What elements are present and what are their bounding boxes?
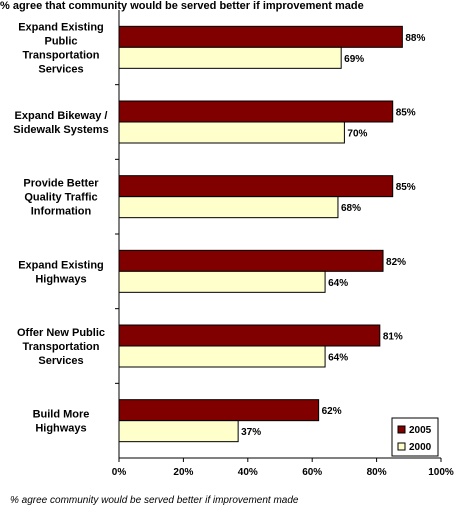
value-label-2000-1: 70% (347, 129, 367, 140)
value-label-2005-5: 62% (322, 406, 342, 417)
value-label-2005-4: 81% (383, 332, 403, 343)
bar-2005-5 (118, 399, 320, 422)
bar-2000-0 (118, 46, 342, 69)
x-tick-label-5: 100% (428, 467, 454, 478)
legend-label-2005: 2005 (409, 425, 432, 436)
x-tick-label-3: 60% (302, 467, 322, 478)
category-label-5: Build More Highways (33, 409, 90, 435)
value-label-2000-4: 64% (328, 353, 348, 364)
legend-swatch-2000 (397, 442, 406, 451)
value-label-2000-0: 69% (344, 54, 364, 65)
bar-2000-4 (118, 345, 326, 368)
bar-2005-0 (118, 25, 403, 48)
legend-swatch-2005 (397, 425, 406, 434)
category-label-4: Offer New Public Transportation Services (17, 327, 105, 367)
bar-2000-3 (118, 270, 326, 293)
value-label-2000-2: 68% (341, 203, 361, 214)
value-label-2000-5: 37% (241, 427, 261, 438)
value-label-2005-1: 85% (396, 108, 416, 119)
bars-group: 88% 69% 85% 70% 85% 68% 82% 64% 81% 64% 62% 37% (118, 25, 425, 443)
legend-box (391, 417, 439, 457)
bar-2005-2 (118, 175, 394, 198)
x-tick-label-4: 80% (367, 467, 387, 478)
category-label-3: Expand Existing Highways (18, 259, 104, 285)
axes-group: Expand Existing Public Transportation Servi… (13, 10, 454, 478)
x-tick-label-2: 40% (238, 467, 258, 478)
bar-2005-4 (118, 324, 381, 347)
bar-2000-1 (118, 121, 345, 144)
bar-2005-3 (118, 249, 384, 272)
x-tick-label-1: 20% (173, 467, 193, 478)
legend: 2005 2000 (391, 417, 439, 457)
value-label-2005-2: 85% (396, 182, 416, 193)
value-label-2000-3: 64% (328, 278, 348, 289)
category-label-0: Expand Existing Public Transportation Servi… (18, 21, 104, 75)
value-label-2005-3: 82% (386, 257, 406, 268)
bar-2000-5 (118, 420, 239, 443)
x-tick-label-0: 0% (112, 467, 127, 478)
chart-title: % agree that community would be served b… (0, 0, 364, 12)
bar-2005-1 (118, 100, 394, 123)
bar-2000-2 (118, 196, 339, 219)
category-label-2: Provide Better Quality Traffic Information (23, 178, 99, 218)
chart-footnote: % agree community would be served better… (10, 495, 299, 506)
value-label-2005-0: 88% (405, 33, 425, 44)
category-label-1: Expand Bikeway / Sidewalk Systems (13, 110, 108, 136)
legend-label-2000: 2000 (409, 442, 432, 453)
